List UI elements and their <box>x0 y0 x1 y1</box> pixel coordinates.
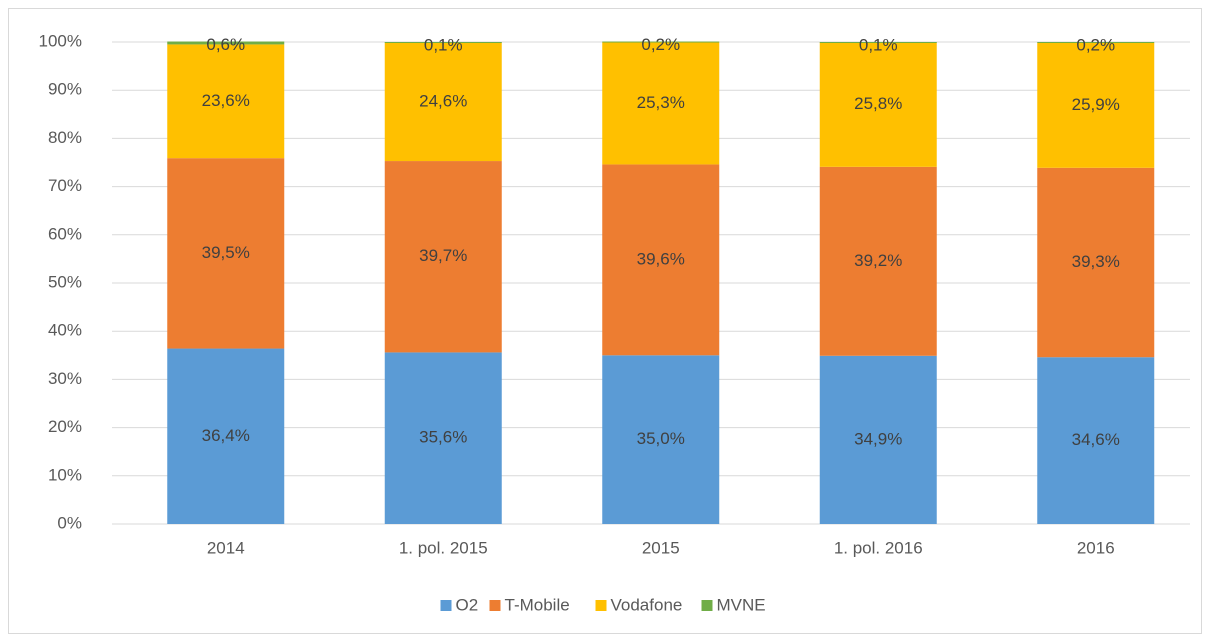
data-label: 0,1% <box>424 35 463 54</box>
y-tick-label: 30% <box>48 369 82 388</box>
bar-segment <box>167 158 285 349</box>
data-label: 25,8% <box>854 94 902 113</box>
data-label: 23,6% <box>202 91 250 110</box>
data-label: 39,7% <box>419 246 467 265</box>
legend-swatch <box>489 600 501 611</box>
x-tick-label: 1. pol. 2016 <box>834 538 923 557</box>
bar-segment <box>1037 167 1155 358</box>
legend-swatch <box>595 600 607 611</box>
x-tick-label: 2014 <box>207 538 245 557</box>
bar-segment <box>384 42 502 162</box>
bar-segment <box>819 42 937 43</box>
data-label: 39,5% <box>202 243 250 262</box>
data-label: 34,9% <box>854 429 902 448</box>
bar-segment <box>167 348 285 524</box>
bar-segment <box>819 42 937 167</box>
legend-label: O2 <box>456 595 479 614</box>
legend-label: T-Mobile <box>505 595 570 614</box>
y-tick-label: 20% <box>48 417 82 436</box>
data-label: 0,1% <box>859 35 898 54</box>
data-label: 39,6% <box>637 249 685 268</box>
data-label: 25,9% <box>1072 95 1120 114</box>
bar-segment <box>602 41 720 43</box>
bar-segment <box>602 355 720 524</box>
legend-label: MVNE <box>717 595 766 614</box>
bar-segment <box>602 164 720 356</box>
bar-segment <box>819 166 937 356</box>
bar-segment <box>1037 42 1155 43</box>
bar-segment <box>384 161 502 353</box>
data-label: 39,3% <box>1072 252 1120 271</box>
y-tick-label: 80% <box>48 128 82 147</box>
legend-label: Vodafone <box>611 595 683 614</box>
data-label: 0,6% <box>206 35 245 54</box>
bar-segment <box>819 355 937 524</box>
bar-segment <box>384 42 502 43</box>
data-label: 35,6% <box>419 428 467 447</box>
legend-swatch <box>440 600 452 611</box>
bar-segment <box>1037 42 1155 168</box>
data-label: 0,2% <box>641 35 680 54</box>
x-tick-label: 1. pol. 2015 <box>399 538 488 557</box>
y-tick-label: 100% <box>39 31 82 50</box>
legend-swatch <box>701 600 713 611</box>
data-label: 39,2% <box>854 251 902 270</box>
data-label: 35,0% <box>637 429 685 448</box>
data-label: 34,6% <box>1072 430 1120 449</box>
bar-segment <box>384 352 502 524</box>
bar-segment <box>167 44 285 159</box>
y-tick-label: 70% <box>48 176 82 195</box>
data-label: 25,3% <box>637 93 685 112</box>
y-tick-label: 90% <box>48 80 82 99</box>
y-tick-label: 10% <box>48 465 82 484</box>
bar-segment <box>602 42 720 165</box>
x-tick-label: 2015 <box>642 538 680 557</box>
y-tick-label: 50% <box>48 272 82 291</box>
bar-segment <box>1037 357 1155 524</box>
data-label: 36,4% <box>202 426 250 445</box>
data-label: 0,2% <box>1076 35 1115 54</box>
data-label: 24,6% <box>419 91 467 110</box>
y-tick-label: 0% <box>57 513 82 532</box>
y-tick-label: 40% <box>48 321 82 340</box>
x-tick-label: 2016 <box>1077 538 1115 557</box>
bar-segment <box>167 41 285 45</box>
y-tick-label: 60% <box>48 224 82 243</box>
